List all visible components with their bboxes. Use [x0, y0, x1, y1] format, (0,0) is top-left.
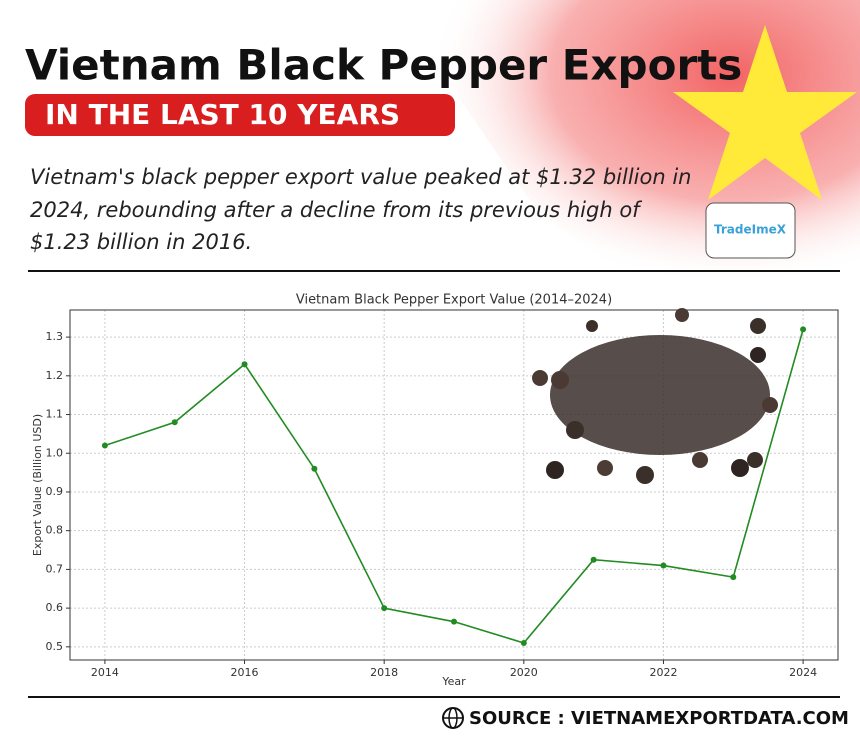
y-tick-label: 0.9	[46, 485, 64, 498]
data-point	[171, 419, 178, 426]
y-axis-label: Export Value (Billion USD)	[31, 414, 44, 556]
subtitle: IN THE LAST 10 YEARS	[45, 98, 400, 131]
y-tick-label: 1.2	[46, 369, 64, 382]
y-tick-label: 0.7	[46, 562, 64, 575]
data-point	[800, 326, 807, 333]
source: SOURCE : VIETNAMEXPORTDATA.COM	[469, 708, 849, 729]
x-axis-label: Year	[441, 675, 466, 688]
globe-icon	[442, 707, 464, 729]
data-point	[101, 442, 108, 449]
logo: TradeImeX	[714, 223, 787, 237]
data-point	[660, 562, 667, 569]
x-tick-label: 2014	[91, 666, 119, 679]
x-tick-label: 2022	[649, 666, 677, 679]
data-point	[311, 465, 318, 472]
data-point	[381, 605, 388, 612]
logo-box	[705, 202, 796, 259]
page-title: Vietnam Black Pepper Exports	[25, 41, 742, 90]
subtitle-banner	[25, 94, 455, 136]
y-tick-label: 1.1	[46, 408, 64, 421]
data-point	[451, 618, 457, 625]
y-tick-label: 1.3	[46, 330, 64, 343]
data-point	[590, 556, 597, 563]
flag-star	[673, 25, 857, 200]
x-tick-label: 2018	[370, 666, 398, 679]
x-tick-label: 2024	[789, 666, 817, 679]
data-point	[520, 639, 527, 646]
chart-title: Vietnam Black Pepper Export Value (2014–…	[296, 293, 612, 308]
x-tick-label: 2020	[510, 666, 538, 679]
y-tick-label: 0.5	[46, 640, 64, 653]
description-line: $1.23 billion in 2016.	[30, 230, 252, 254]
y-tick-label: 0.8	[46, 524, 64, 537]
description-line: Vietnam's black pepper export value peak…	[30, 165, 691, 189]
pepper-image	[532, 308, 778, 484]
plot-frame	[69, 309, 839, 661]
y-tick-label: 1.0	[46, 446, 64, 459]
y-tick-label: 0.6	[46, 601, 64, 614]
description-line: 2024, rebounding after a decline from it…	[30, 198, 643, 222]
x-tick-label: 2016	[231, 666, 259, 679]
data-point	[730, 574, 737, 581]
data-point	[241, 361, 248, 368]
